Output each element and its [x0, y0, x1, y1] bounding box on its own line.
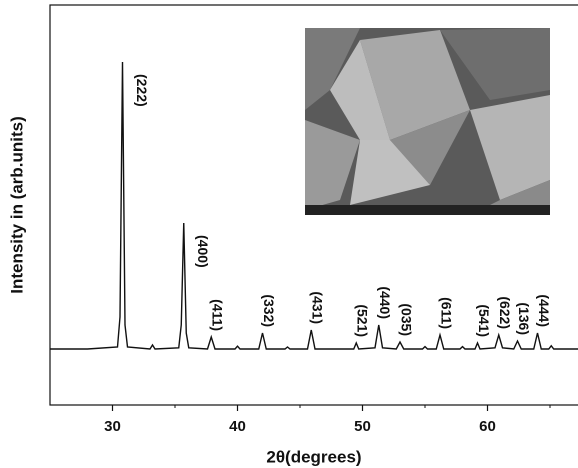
- x-tick-label: 30: [104, 418, 121, 435]
- peak-label: (411): [210, 299, 226, 331]
- x-axis-label: 2θ(degrees): [266, 447, 361, 466]
- peak-label: (332): [261, 294, 277, 327]
- inset-image: [305, 28, 550, 215]
- peak-label: (611): [438, 297, 454, 329]
- peak-label: (431): [310, 291, 326, 324]
- y-axis-label: Intensity in (arb.units): [7, 116, 26, 294]
- chart: 2θ(degrees) Intensity in (arb.units) 30 4…: [0, 0, 578, 468]
- peak-label: (444): [536, 294, 552, 327]
- peak-label: (136): [516, 302, 532, 335]
- peak-label: (622): [497, 296, 513, 329]
- x-tick-label: 40: [229, 418, 246, 435]
- peak-label: (222): [134, 74, 150, 107]
- x-tick-label: 50: [354, 418, 371, 435]
- peak-label: (521): [355, 304, 371, 337]
- peak-label: (400): [195, 235, 211, 268]
- peak-label: (440): [377, 286, 393, 319]
- peak-label: (541): [476, 304, 492, 337]
- peak-label: (035): [398, 303, 414, 336]
- x-tick-label: 60: [479, 418, 496, 435]
